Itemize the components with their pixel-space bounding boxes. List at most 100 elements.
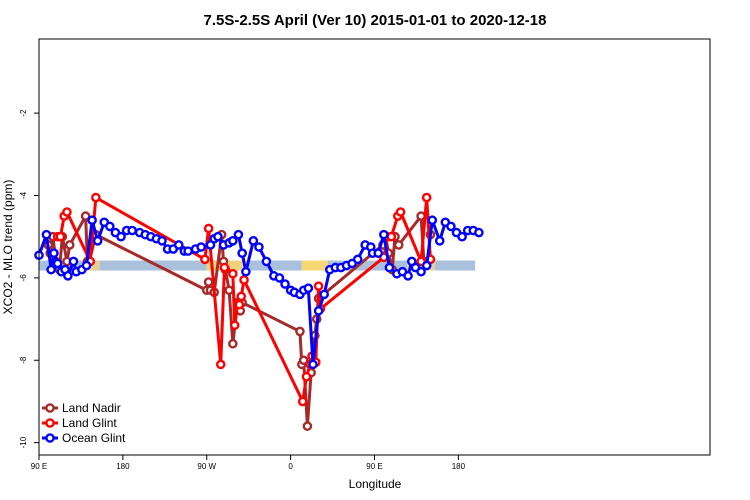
ocean-glint-point (384, 262, 395, 273)
ocean-glint-point (373, 248, 384, 258)
ocean-glint-point (228, 236, 238, 246)
ocean-glint-point (241, 266, 251, 277)
land-glint-point (301, 371, 312, 382)
ocean-glint-point (421, 260, 432, 271)
ocean-glint-point (313, 306, 324, 316)
ocean-glint-point (63, 271, 73, 281)
x-tick-label: 90 E (366, 462, 382, 471)
ocean-glint-point (303, 283, 314, 293)
ocean-glint-point (127, 225, 137, 236)
surface-band-segment (327, 260, 408, 271)
ocean-glint-point (308, 359, 318, 370)
ocean-glint-point (457, 231, 467, 242)
ocean-glint-point (213, 231, 223, 242)
x-tick-label: 0 (288, 462, 293, 471)
x-tick-label: 180 (452, 462, 466, 471)
land-nadir-point (302, 421, 313, 431)
ocean-glint-point (116, 231, 126, 242)
land-glint-point (234, 299, 245, 310)
ocean-glint-point (68, 256, 79, 267)
land-nadir-point (203, 277, 214, 287)
surface-band-segment (248, 260, 302, 271)
x-tick-label: 180 (116, 462, 130, 471)
surface-band-segment (435, 260, 476, 271)
y-axis-label: XCO2 - MLO trend (ppm) (1, 180, 15, 315)
ocean-glint-point (46, 264, 56, 275)
x-tick-label: 90 E (31, 462, 47, 471)
ocean-glint-point (379, 229, 389, 240)
ocean-glint-point (52, 258, 63, 269)
ocean-glint-point (280, 279, 290, 289)
y-tick-label: -8 (19, 356, 28, 364)
legend-land-nadir-label: Land Nadir (62, 401, 121, 415)
series-ocean-glint (34, 215, 484, 370)
land-nadir-point (224, 285, 234, 296)
land-glint-point (386, 231, 397, 242)
land-nadir-point (298, 355, 309, 366)
y-tick-label: -4 (19, 191, 28, 199)
legend-ocean-glint-label: Ocean Glint (62, 431, 126, 445)
legend-land-glint-label: Land Glint (62, 416, 117, 430)
ocean-glint-point (196, 242, 206, 252)
ocean-glint-point (427, 215, 438, 226)
ocean-glint-point (474, 227, 484, 238)
land-glint-point (228, 268, 238, 279)
land-glint-point (313, 281, 324, 291)
ocean-glint-point (183, 246, 193, 256)
land-nadir-point (64, 240, 75, 250)
land-glint-point (229, 320, 240, 331)
ocean-glint-point (403, 271, 413, 281)
ocean-glint-point (41, 229, 52, 240)
land-nadir-point (228, 338, 238, 349)
surface-band-segment (301, 260, 328, 271)
ocean-glint-point (173, 240, 184, 250)
ocean-glint-point (92, 236, 103, 246)
ocean-glint-point (274, 273, 285, 283)
land-glint-point (239, 275, 249, 285)
land-glint-point (203, 223, 214, 234)
chart-title: 7.5S-2.5S April (Ver 10) 2015-01-01 to 2… (204, 12, 547, 29)
land-glint-point (91, 192, 101, 203)
land-glint-point (219, 262, 230, 273)
legend-land-glint-marker (45, 418, 55, 428)
legend-ocean-glint-marker (45, 433, 55, 443)
land-glint-point (200, 254, 210, 265)
ocean-glint-point (49, 248, 59, 258)
land-glint-point (55, 231, 66, 242)
ocean-glint-point (237, 248, 247, 258)
ocean-glint-point (446, 221, 456, 232)
x-tick-label: 90 W (197, 462, 216, 471)
y-tick-label: -2 (19, 109, 28, 117)
ocean-glint-point (319, 289, 329, 300)
land-glint-point (395, 207, 406, 217)
land-glint-point (236, 291, 247, 302)
ocean-glint-point (87, 215, 97, 226)
y-tick-label: -6 (19, 274, 28, 282)
land-glint-point (421, 192, 432, 203)
x-axis-label: Longitude (349, 477, 402, 491)
ocean-glint-point (261, 256, 272, 267)
ocean-glint-point (352, 254, 363, 265)
land-nadir-point (295, 326, 305, 337)
x-axis: 90 E 180 90 W 0 90 E 180 (31, 455, 466, 471)
land-nadir-point (393, 240, 404, 250)
ocean-glint-point (434, 236, 445, 246)
land-glint-point (215, 359, 226, 370)
land-glint-point (62, 207, 72, 217)
legend-land-nadir-marker (45, 403, 55, 413)
ocean-glint-point (105, 221, 115, 232)
land-nadir-point (80, 211, 91, 221)
land-glint-point (297, 396, 308, 407)
ocean-glint-point (81, 260, 92, 271)
series-layer (34, 192, 484, 431)
ocean-glint-point (254, 242, 264, 252)
surface-band-segment (99, 260, 207, 271)
ocean-glint-point (416, 266, 426, 277)
ocean-glint-point (233, 229, 244, 240)
ocean-glint-point (248, 236, 259, 246)
ocean-glint-point (157, 236, 167, 246)
y-axis: -2 -4 -6 -8 -10 (19, 109, 39, 448)
y-tick-label: -10 (19, 436, 28, 448)
